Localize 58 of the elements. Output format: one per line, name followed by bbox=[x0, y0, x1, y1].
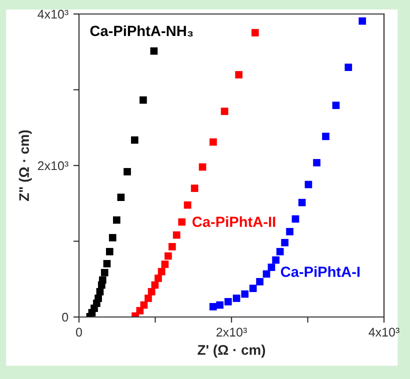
point bbox=[313, 159, 320, 166]
point bbox=[103, 260, 111, 268]
series-label: Ca-PiPhtA-I bbox=[280, 266, 360, 277]
y-axis-title: Z" (Ω · cm) bbox=[18, 130, 32, 201]
point bbox=[144, 294, 152, 302]
point bbox=[232, 294, 240, 302]
point bbox=[268, 264, 276, 271]
point bbox=[108, 234, 116, 242]
point bbox=[112, 216, 120, 224]
point bbox=[224, 298, 232, 306]
x-tick-label: 4x10³ bbox=[368, 328, 400, 337]
point bbox=[106, 248, 114, 256]
y-tick-label: 0 bbox=[62, 312, 68, 322]
point bbox=[184, 201, 192, 209]
point bbox=[292, 215, 300, 223]
point bbox=[220, 108, 228, 116]
series-label: Ca-PiPhtA-II bbox=[192, 216, 276, 227]
y-tick-label: 2x10³ bbox=[38, 161, 68, 170]
point bbox=[124, 168, 131, 176]
x-axis-title: Z' (Ω · cm) bbox=[198, 344, 266, 358]
point bbox=[178, 218, 186, 226]
point bbox=[140, 96, 147, 104]
point bbox=[198, 163, 206, 171]
point bbox=[262, 270, 270, 278]
point bbox=[130, 136, 138, 144]
point bbox=[148, 288, 156, 296]
point bbox=[164, 252, 172, 260]
point bbox=[100, 268, 108, 276]
point bbox=[161, 260, 169, 268]
point bbox=[322, 132, 330, 140]
point bbox=[190, 184, 198, 192]
point bbox=[210, 138, 217, 146]
point bbox=[344, 64, 352, 72]
y-tick-label: 4x10³ bbox=[38, 10, 68, 19]
point bbox=[332, 102, 340, 110]
point bbox=[117, 194, 125, 201]
point bbox=[298, 198, 306, 206]
point bbox=[235, 71, 242, 78]
x-tick-label: 0 bbox=[76, 328, 82, 337]
point bbox=[272, 256, 280, 264]
point bbox=[358, 17, 366, 25]
point bbox=[276, 248, 284, 256]
point bbox=[286, 228, 294, 236]
x-tick-label: 2x10³ bbox=[216, 328, 247, 337]
point bbox=[281, 238, 288, 246]
point bbox=[150, 47, 158, 55]
series-label: Ca-PiPhtA-NH₃ bbox=[90, 25, 193, 36]
point bbox=[256, 278, 264, 286]
point bbox=[168, 243, 176, 250]
point bbox=[209, 303, 217, 310]
point bbox=[172, 231, 180, 239]
point bbox=[304, 180, 312, 188]
point bbox=[251, 29, 259, 36]
point bbox=[98, 281, 106, 289]
point bbox=[154, 274, 162, 282]
point bbox=[158, 268, 166, 276]
point bbox=[249, 284, 257, 292]
point bbox=[241, 290, 249, 298]
